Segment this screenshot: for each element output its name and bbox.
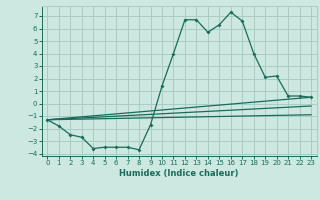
X-axis label: Humidex (Indice chaleur): Humidex (Indice chaleur) xyxy=(119,169,239,178)
